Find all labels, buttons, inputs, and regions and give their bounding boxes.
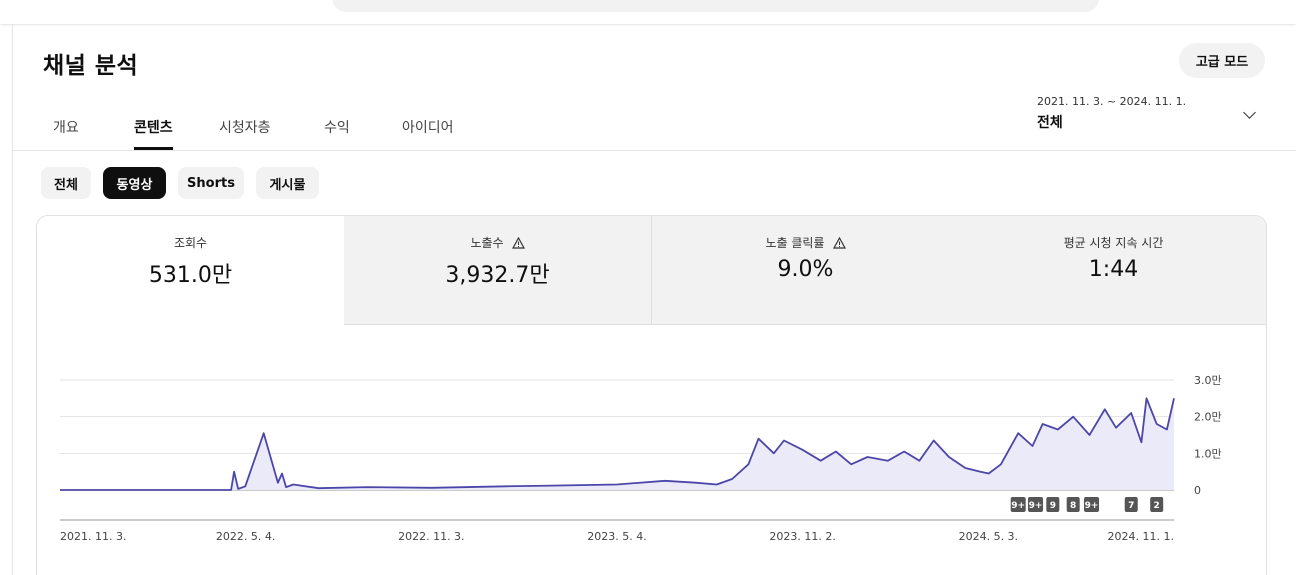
tabs-divider bbox=[12, 150, 1296, 151]
chip-posts[interactable]: 게시물 bbox=[256, 167, 319, 199]
tab-label: 수익 bbox=[324, 120, 350, 136]
metric-impressions[interactable]: 노출수 3,932.7만 bbox=[344, 216, 652, 325]
chip-shorts[interactable]: Shorts bbox=[178, 167, 244, 199]
tab-label: 개요 bbox=[53, 120, 79, 136]
tab-audience[interactable]: 시청자층 bbox=[219, 104, 271, 150]
tab-ideas[interactable]: 아이디어 bbox=[402, 104, 454, 150]
metric-value: 531.0만 bbox=[148, 263, 233, 288]
date-range-label: 전체 bbox=[1037, 115, 1063, 131]
tab-overview[interactable]: 개요 bbox=[53, 104, 79, 150]
metric-value: 1:44 bbox=[1088, 257, 1139, 282]
tab-content[interactable]: 콘텐츠 bbox=[134, 104, 173, 150]
metric-label: 평균 시청 지속 시간 bbox=[1063, 236, 1164, 250]
metric-value: 9.0% bbox=[777, 257, 834, 282]
analytics-card: 조회수 531.0만 노출수 3,932.7만 노출 클릭률 9.0% 평균 시… bbox=[36, 215, 1267, 575]
warning-icon[interactable] bbox=[511, 236, 525, 249]
tab-label: 아이디어 bbox=[402, 120, 454, 136]
tab-revenue[interactable]: 수익 bbox=[324, 104, 350, 150]
tab-label: 시청자층 bbox=[219, 120, 271, 136]
sidebar-divider bbox=[12, 24, 13, 575]
date-range-text: 2021. 11. 3. ~ 2024. 11. 1. bbox=[1037, 95, 1187, 108]
top-bar bbox=[0, 0, 1296, 24]
date-range-selector[interactable]: 2021. 11. 3. ~ 2024. 11. 1. 전체 bbox=[1037, 95, 1262, 135]
metric-avg-view-duration[interactable]: 평균 시청 지속 시간 1:44 bbox=[959, 216, 1266, 325]
metric-ctr[interactable]: 노출 클릭률 9.0% bbox=[652, 216, 960, 325]
chip-videos[interactable]: 동영상 bbox=[103, 167, 166, 199]
metric-label: 노출수 bbox=[470, 236, 504, 250]
page-title: 채널 분석 bbox=[43, 53, 139, 79]
metric-value: 3,932.7만 bbox=[445, 263, 550, 288]
metric-label: 노출 클릭률 bbox=[765, 236, 825, 250]
chip-all[interactable]: 전체 bbox=[41, 167, 91, 199]
metric-views[interactable]: 조회수 531.0만 bbox=[37, 216, 345, 325]
metric-label: 조회수 bbox=[173, 236, 208, 250]
advanced-mode-button[interactable]: 고급 모드 bbox=[1179, 43, 1265, 78]
tab-label: 콘텐츠 bbox=[134, 120, 173, 136]
search-bar[interactable] bbox=[332, 0, 1099, 12]
warning-icon[interactable] bbox=[832, 236, 846, 249]
